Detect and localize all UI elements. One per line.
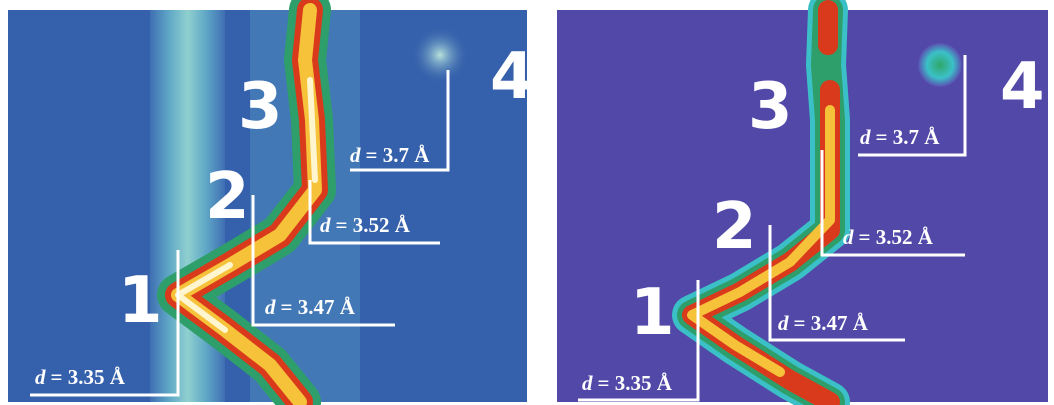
distance-symbol: d: [843, 225, 854, 249]
distance-symbol: d: [35, 365, 46, 389]
blob: [412, 27, 468, 83]
marker-number: 3: [238, 70, 283, 144]
distance-symbol: d: [320, 213, 331, 237]
distance-value: = 3.47 Å: [281, 295, 356, 319]
marker-number: 4: [490, 40, 535, 114]
distance-value: = 3.52 Å: [859, 225, 934, 249]
distance-value: = 3.35 Å: [51, 365, 126, 389]
distance-symbol: d: [860, 125, 871, 149]
distance-value: = 3.7 Å: [366, 143, 431, 167]
marker-number: 2: [712, 190, 757, 264]
panel-left: [8, 10, 527, 402]
distance-value: = 3.35 Å: [598, 371, 673, 395]
distance-symbol: d: [778, 311, 789, 335]
marker-number: 1: [630, 276, 675, 350]
blob: [918, 43, 962, 87]
figure: 1234d= 3.35 Åd= 3.47 Åd= 3.52 Åd= 3.7 Å1…: [0, 0, 1054, 405]
distance-symbol: d: [350, 143, 361, 167]
distance-symbol: d: [265, 295, 276, 319]
marker-number: 2: [205, 160, 250, 234]
distance-value: = 3.7 Å: [876, 125, 941, 149]
marker-number: 1: [118, 264, 163, 338]
distance-value: = 3.52 Å: [336, 213, 411, 237]
distance-symbol: d: [582, 371, 593, 395]
distance-value: = 3.47 Å: [794, 311, 869, 335]
marker-number: 3: [748, 70, 793, 144]
marker-number: 4: [1000, 50, 1045, 124]
